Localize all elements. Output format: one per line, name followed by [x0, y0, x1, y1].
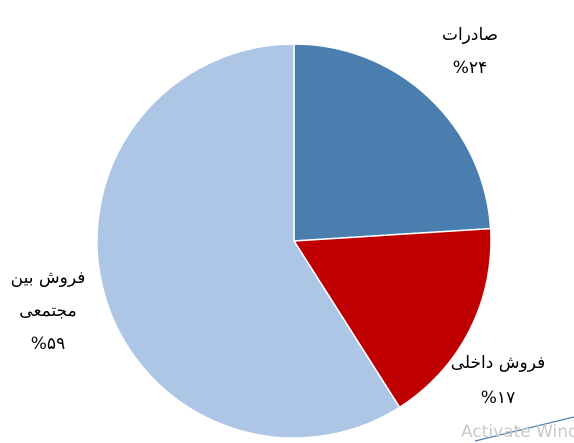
slice-labels: صادرات %۲۴ فروش داخلی %۱۷ فروش بین مجتمعی %۵۹ — [11, 25, 546, 408]
slice-name: صادرات — [442, 25, 498, 45]
slice-percent: %۱۷ — [481, 388, 515, 408]
pie-slice — [292, 227, 492, 409]
activate-windows-watermark: Activate Wind — [461, 422, 574, 442]
slice-name: مجتمعی — [19, 301, 76, 321]
pie-slices — [96, 43, 492, 439]
slice-label: صادرات %۲۴ — [442, 25, 498, 78]
pie-slice — [293, 43, 492, 242]
slice-percent: %۲۴ — [453, 58, 487, 78]
slice-label: فروش بین مجتمعی %۵۹ — [11, 268, 86, 354]
slice-name: فروش بین — [11, 268, 86, 288]
slice-label: فروش داخلی %۱۷ — [451, 353, 545, 408]
pie-slice — [96, 43, 401, 439]
slice-percent: %۵۹ — [31, 334, 65, 354]
slice-name: فروش داخلی — [451, 353, 545, 373]
